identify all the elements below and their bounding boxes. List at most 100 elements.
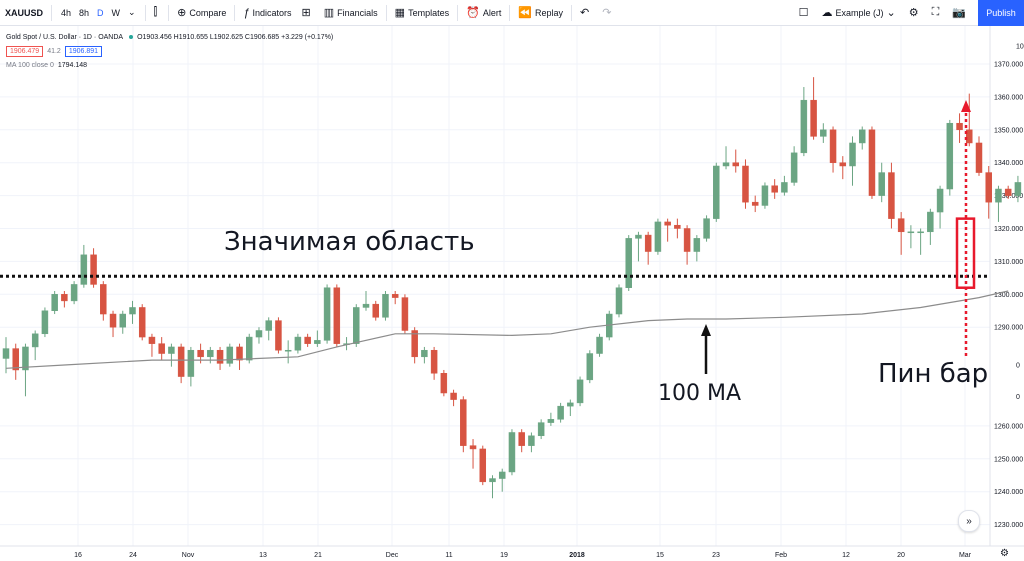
price-chart[interactable]: 1370.0001360.0001350.0001340.0001330.000… bbox=[0, 26, 1024, 561]
candle bbox=[829, 126, 837, 173]
candle-body bbox=[907, 231, 915, 234]
candle bbox=[323, 284, 331, 344]
candle bbox=[177, 343, 185, 384]
candle-body bbox=[187, 349, 195, 377]
candle bbox=[430, 346, 438, 380]
scroll-to-realtime-button[interactable]: » bbox=[958, 510, 980, 532]
chart-type-button[interactable]: ⫿ bbox=[149, 0, 166, 26]
grid-icon: ⊞ bbox=[301, 7, 311, 19]
market-status-icon bbox=[129, 35, 134, 39]
interval-w[interactable]: W bbox=[111, 7, 121, 18]
divider bbox=[51, 4, 53, 21]
undo-button[interactable]: ↶ bbox=[575, 0, 597, 26]
candle bbox=[109, 310, 117, 338]
interval-4h[interactable]: 4h bbox=[61, 7, 72, 18]
candle bbox=[70, 281, 78, 305]
redo-button[interactable]: ↷ bbox=[597, 0, 619, 26]
divider bbox=[168, 4, 170, 21]
candle-body bbox=[148, 336, 156, 344]
candle bbox=[294, 333, 302, 354]
candle bbox=[868, 126, 876, 199]
candle-body bbox=[450, 392, 457, 400]
indicators-button[interactable]: ƒ Indicators bbox=[238, 0, 296, 26]
axis-settings-gear-icon[interactable]: ⚙ bbox=[1000, 548, 1009, 559]
candle-body bbox=[41, 310, 49, 335]
candle-body bbox=[216, 349, 224, 364]
publish-button[interactable]: Publish bbox=[978, 0, 1024, 26]
candle bbox=[644, 231, 652, 265]
rewind-icon: ⏪ bbox=[518, 7, 533, 19]
candle-body bbox=[314, 340, 321, 344]
candle bbox=[635, 231, 642, 262]
price-tick-label: 1370.000 bbox=[994, 62, 1023, 69]
compare-button[interactable]: ⊕ Compare bbox=[172, 0, 231, 26]
divider bbox=[571, 4, 573, 21]
indicators-templates-icon[interactable]: ⊞ bbox=[297, 0, 319, 26]
ask-price[interactable]: 1906.891 bbox=[64, 45, 103, 57]
candle-body bbox=[693, 238, 701, 252]
top-toolbar: XAUUSD 4h 8h D W ⌄ ⫿ ⊕ Compare ƒ Indicator… bbox=[0, 0, 1024, 26]
ma-label: MA 100 close 0 bbox=[6, 61, 54, 69]
interval-8h[interactable]: 8h bbox=[79, 7, 90, 18]
candle-body bbox=[138, 307, 146, 338]
candle bbox=[401, 294, 409, 334]
interval-dropdown-icon[interactable]: ⌄ bbox=[128, 7, 136, 17]
alert-button[interactable]: ⏰ Alert bbox=[461, 0, 506, 26]
candle bbox=[995, 185, 1002, 222]
candle-body bbox=[810, 99, 817, 137]
snapshot-button[interactable]: 📷 bbox=[947, 0, 974, 26]
templates-button[interactable]: ▦ Templates bbox=[390, 0, 454, 26]
candle bbox=[946, 119, 954, 196]
candle-body bbox=[207, 349, 214, 358]
candle-body bbox=[80, 254, 88, 285]
candle bbox=[12, 343, 19, 380]
candle bbox=[362, 291, 370, 311]
interval-d[interactable]: D bbox=[97, 7, 104, 18]
time-tick-label: Nov bbox=[182, 552, 195, 559]
candle bbox=[51, 291, 58, 315]
candle bbox=[138, 304, 146, 341]
candle bbox=[966, 93, 973, 147]
candle-body bbox=[975, 142, 983, 173]
candle bbox=[713, 162, 720, 222]
symbol-search[interactable]: XAUUSD bbox=[0, 0, 48, 26]
financials-button[interactable]: ▥ Financials bbox=[319, 0, 383, 26]
candle-body bbox=[70, 284, 78, 302]
candle bbox=[810, 77, 817, 140]
layout-menu-button[interactable]: ☁ Example (J) ⌄ bbox=[816, 0, 903, 26]
candle-body bbox=[353, 307, 360, 344]
candle bbox=[927, 208, 934, 245]
time-tick-label: 23 bbox=[712, 552, 720, 559]
plus-circle-icon: ⊕ bbox=[177, 7, 187, 19]
candle-body bbox=[742, 165, 749, 203]
fullscreen-button[interactable]: ⛶ bbox=[927, 0, 948, 26]
candle bbox=[508, 429, 516, 476]
candle-body bbox=[421, 349, 428, 358]
price-tick-label: 1350.000 bbox=[994, 127, 1023, 134]
candle-body bbox=[1004, 188, 1012, 196]
candle bbox=[129, 300, 136, 324]
time-axis: 16 24 Nov 13 21 Dec 11 19 2018 15 23 Feb 12 20 Mar bbox=[74, 552, 972, 559]
price-tick-label-partial: 0 bbox=[1016, 363, 1020, 370]
replay-button[interactable]: ⏪ Replay bbox=[513, 0, 568, 26]
candle bbox=[469, 439, 477, 469]
candle bbox=[897, 212, 905, 255]
candle-body bbox=[479, 448, 487, 483]
ma-annotation-label: 100 MA bbox=[658, 381, 741, 406]
templates-icon: ▦ bbox=[394, 7, 406, 19]
candle bbox=[216, 346, 224, 370]
price-tick-label: 1300.000 bbox=[994, 292, 1023, 299]
time-tick-label: 12 bbox=[842, 552, 850, 559]
time-tick-label: Dec bbox=[386, 552, 399, 559]
candle bbox=[80, 244, 88, 288]
candle bbox=[790, 146, 798, 186]
candle-body bbox=[654, 221, 662, 252]
candle-body bbox=[508, 432, 516, 473]
settings-button[interactable]: ⚙ bbox=[904, 0, 927, 26]
candle bbox=[119, 310, 127, 334]
fullscreen-layout-button[interactable]: ☐ bbox=[794, 0, 817, 26]
candle-body bbox=[771, 185, 778, 193]
candle bbox=[557, 402, 564, 423]
time-tick-label: 24 bbox=[129, 552, 137, 559]
bid-price[interactable]: 1906.479 bbox=[6, 45, 44, 57]
